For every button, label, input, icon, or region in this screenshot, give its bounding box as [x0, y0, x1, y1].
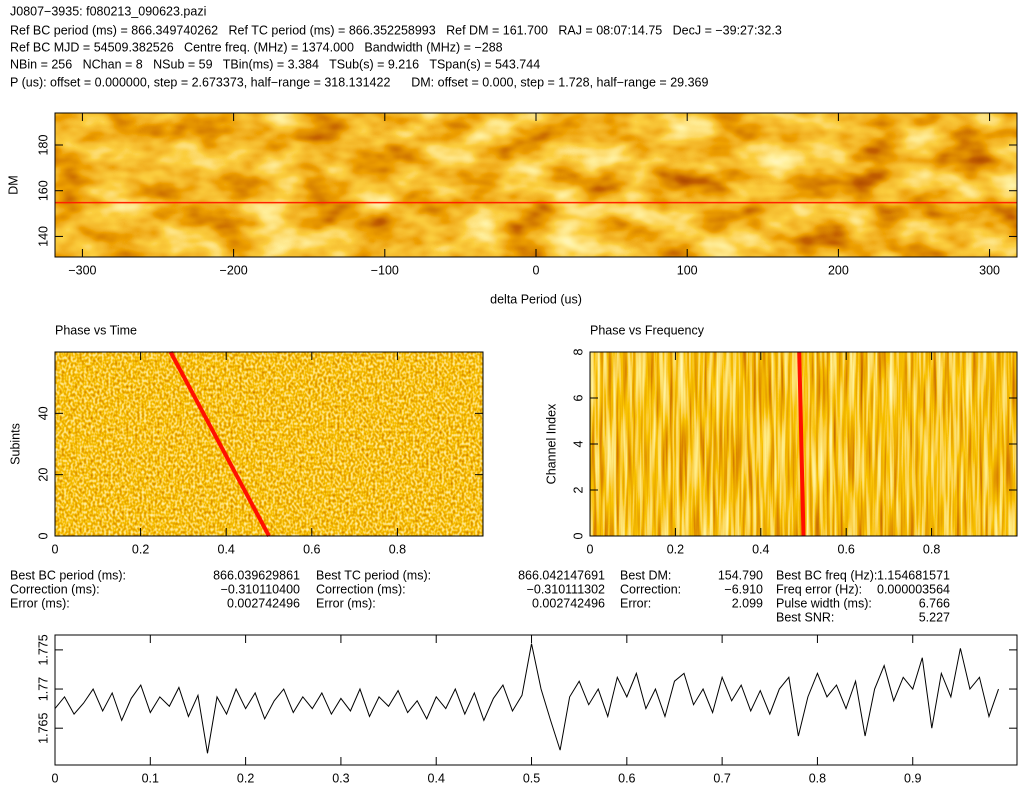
y-tick-label: 2 [571, 486, 585, 493]
plot-frame [54, 351, 484, 537]
x-tick-label: 0 [533, 263, 540, 277]
header-line: J0807−3935: f080213_090623.pazi [10, 4, 206, 18]
x-tick-label: 0.4 [218, 542, 235, 556]
stat-label: Best BC freq (Hz): [776, 568, 877, 582]
y-axis-label: Channel Index [544, 403, 558, 484]
x-tick-label: 0.1 [142, 771, 159, 785]
heatmap [55, 352, 483, 536]
stat-value: −6.910 [724, 582, 763, 596]
stat-label: Error: [620, 596, 651, 610]
y-tick-label: 40 [36, 406, 50, 420]
y-tick-label: 140 [36, 226, 50, 247]
stat-value: 2.099 [732, 596, 763, 610]
stat-value: 866.042147691 [518, 568, 605, 582]
stat-value: 154.790 [718, 568, 763, 582]
stat-label: Best BC period (ms): [10, 568, 126, 582]
stat-label: Error (ms): [10, 596, 70, 610]
stat-label: Freq error (Hz): [776, 582, 862, 596]
stat-value: −0.310111302 [527, 582, 605, 596]
plot-frame [54, 634, 1018, 766]
stat-value: 866.039629861 [213, 568, 300, 582]
y-tick-label: 4 [571, 440, 585, 447]
x-tick-label: 0.6 [618, 771, 635, 785]
y-axis-label: DM [6, 175, 20, 194]
x-tick-label: 100 [677, 263, 698, 277]
x-tick-label: 200 [828, 263, 849, 277]
stat-value: 0.002742496 [532, 596, 605, 610]
x-tick-label: 0.2 [667, 542, 684, 556]
y-tick-label: 0 [36, 532, 50, 539]
x-tick-label: −200 [220, 263, 248, 277]
x-tick-label: 0.8 [389, 542, 406, 556]
header-line: NBin = 256 NChan = 8 NSub = 59 TBin(ms) … [10, 57, 540, 71]
x-tick-label: −300 [68, 263, 96, 277]
stat-label: Best SNR: [776, 610, 834, 624]
x-tick-label: 300 [979, 263, 1000, 277]
y-tick-label: 8 [571, 348, 585, 355]
stat-label: Best DM: [620, 568, 671, 582]
x-tick-label: 0.4 [752, 542, 769, 556]
stat-label: Error (ms): [316, 596, 376, 610]
x-tick-label: −100 [371, 263, 399, 277]
y-tick-label: 160 [36, 180, 50, 201]
stat-label: Pulse width (ms): [776, 596, 872, 610]
x-tick-label: 0.4 [428, 771, 445, 785]
drift-line [797, 351, 806, 537]
header-line: P (us): offset = 0.000000, step = 2.6733… [10, 75, 708, 89]
x-tick-label: 0 [52, 542, 59, 556]
stat-value: 5.227 [919, 610, 950, 624]
x-tick-label: 0.3 [332, 771, 349, 785]
stat-label: Best TC period (ms): [316, 568, 431, 582]
y-axis-label: Subints [8, 423, 22, 465]
x-axis-label: delta Period (us) [490, 292, 582, 306]
panel-title: Phase vs Frequency [590, 323, 705, 337]
stat-label: Correction: [620, 582, 681, 596]
x-tick-label: 0.9 [904, 771, 921, 785]
x-tick-label: 0.6 [838, 542, 855, 556]
stat-label: Correction (ms): [10, 582, 100, 596]
x-tick-label: 0 [587, 542, 594, 556]
stat-value: −0.310110400 [221, 582, 300, 596]
x-tick-label: 0.8 [809, 771, 826, 785]
x-tick-label: 0 [52, 771, 59, 785]
heatmap [55, 113, 1017, 257]
y-tick-label: 1.765 [36, 713, 50, 744]
header-line: Ref BC period (ms) = 866.349740262 Ref T… [10, 23, 782, 37]
header-line: Ref BC MJD = 54509.382526 Centre freq. (… [10, 40, 503, 54]
x-tick-label: 0.2 [237, 771, 254, 785]
y-tick-label: 1.77 [36, 677, 50, 701]
stat-value: 1.154681571 [877, 568, 950, 582]
stat-value: 0.002742496 [227, 596, 300, 610]
y-tick-label: 20 [36, 468, 50, 482]
x-tick-label: 0.7 [713, 771, 730, 785]
y-tick-label: 6 [571, 394, 585, 401]
x-tick-label: 0.8 [923, 542, 940, 556]
panel-title: Phase vs Time [55, 323, 137, 337]
y-tick-label: 180 [36, 135, 50, 156]
drift-line [168, 351, 271, 537]
stat-value: 6.766 [919, 596, 950, 610]
profile-line [54, 643, 999, 754]
y-tick-label: 1.775 [36, 634, 50, 665]
x-tick-label: 0.5 [523, 771, 540, 785]
x-tick-label: 0.2 [132, 542, 149, 556]
x-tick-label: 0.6 [303, 542, 320, 556]
stat-value: 0.000003564 [877, 582, 950, 596]
stat-label: Correction (ms): [316, 582, 406, 596]
y-tick-label: 0 [571, 532, 585, 539]
